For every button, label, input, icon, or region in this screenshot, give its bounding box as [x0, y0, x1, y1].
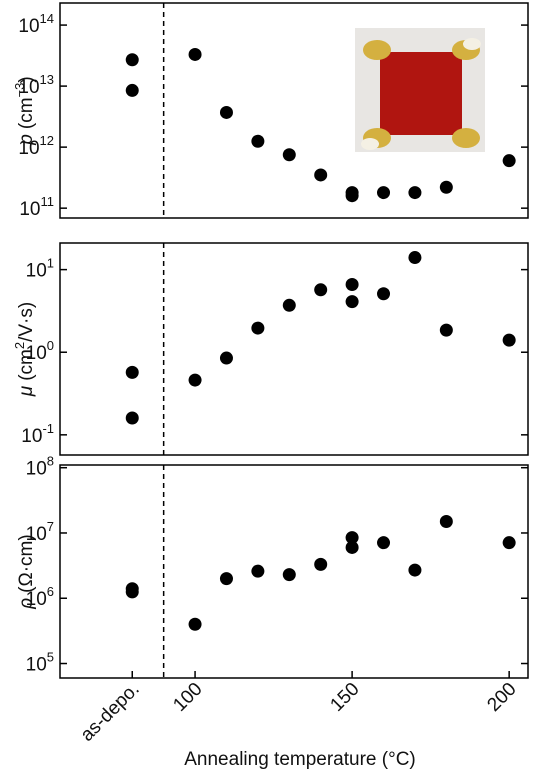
data-point — [345, 295, 359, 309]
data-point — [377, 186, 391, 200]
x-tick-label: as-depo. — [77, 679, 144, 746]
y-tick-exponent: 12 — [40, 133, 54, 148]
y-label-symbol: μ — [16, 385, 37, 397]
data-point — [439, 514, 453, 528]
data-point — [408, 186, 422, 200]
inset-photo — [355, 28, 485, 152]
y-tick-label: 107 — [26, 519, 54, 545]
data-point — [439, 323, 453, 337]
y-label-text: (cm — [16, 97, 37, 129]
y-tick-base: 10 — [26, 589, 47, 610]
y-tick-base: 10 — [18, 77, 39, 98]
y-tick-exponent: 13 — [40, 72, 54, 87]
y-tick-label: 105 — [26, 650, 54, 676]
y-tick-label: 106 — [26, 584, 54, 610]
y-tick-exponent: 5 — [47, 650, 54, 665]
y-tick-label: 101 — [26, 256, 54, 282]
data-point — [219, 105, 233, 119]
y-axis-label: p (cm−3) — [12, 76, 37, 145]
data-point — [125, 83, 139, 97]
data-point — [188, 617, 202, 631]
y-label-symbol: p — [16, 134, 37, 146]
y-tick-label: 1013 — [18, 72, 54, 98]
data-point — [251, 564, 265, 578]
data-point — [314, 168, 328, 182]
y-tick-label: 1014 — [18, 11, 54, 37]
data-point — [377, 536, 391, 550]
y-label-text: (cm — [16, 349, 37, 381]
y-label-exponent: 2 — [12, 342, 27, 349]
data-point — [188, 373, 202, 387]
plot-frame — [59, 242, 529, 456]
x-tick-label: 200 — [483, 679, 520, 716]
data-point — [282, 568, 296, 582]
y-label-end: /V·s) — [16, 302, 37, 342]
y-tick-label: 1011 — [19, 194, 54, 220]
y-tick-base: 10 — [26, 343, 47, 364]
y-tick-base: 10 — [26, 524, 47, 545]
y-tick-base: 10 — [21, 426, 42, 447]
data-point — [345, 531, 359, 545]
x-tick-label: 100 — [169, 679, 206, 716]
y-axis-label: μ (cm2/V·s) — [12, 302, 37, 397]
data-point — [345, 278, 359, 292]
y-tick-exponent: 11 — [41, 194, 55, 209]
y-label-exponent: −3 — [12, 83, 27, 98]
y-tick-exponent: 14 — [40, 11, 54, 26]
x-tick-label: 150 — [326, 679, 363, 716]
plot-frame — [59, 464, 529, 679]
data-point — [219, 572, 233, 586]
y-tick-label: 1012 — [18, 133, 54, 159]
y-tick-base: 10 — [26, 459, 47, 480]
y-tick-base: 10 — [26, 655, 47, 676]
data-point — [502, 154, 516, 168]
data-point — [251, 134, 265, 148]
data-point — [125, 365, 139, 379]
y-tick-base: 10 — [19, 199, 40, 220]
y-tick-exponent: 6 — [47, 584, 54, 599]
y-tick-base: 10 — [18, 16, 39, 37]
y-axis-label: ρ (Ω·cm) — [16, 534, 37, 609]
data-point — [502, 333, 516, 347]
data-point — [125, 53, 139, 67]
data-point — [345, 189, 359, 203]
y-label-symbol: ρ — [16, 598, 37, 610]
data-point — [125, 411, 139, 425]
data-point — [282, 298, 296, 312]
y-tick-label: 108 — [26, 454, 54, 480]
y-tick-exponent: 1 — [47, 256, 54, 271]
y-tick-exponent: -1 — [42, 421, 54, 436]
data-point — [314, 283, 328, 297]
y-tick-exponent: 8 — [47, 454, 54, 469]
data-point — [377, 287, 391, 301]
data-point — [251, 321, 265, 335]
y-tick-base: 10 — [26, 261, 47, 282]
data-point — [408, 251, 422, 265]
plot-frame — [59, 2, 529, 219]
y-label-text: (Ω·cm) — [16, 534, 37, 593]
y-tick-base: 10 — [18, 138, 39, 159]
data-point — [314, 557, 328, 571]
data-point — [125, 585, 139, 599]
data-point — [219, 351, 233, 365]
y-tick-label: 100 — [26, 338, 54, 364]
data-point — [439, 180, 453, 194]
y-tick-label: 10-1 — [21, 421, 54, 447]
y-label-end: ) — [16, 76, 37, 82]
data-point — [188, 47, 202, 61]
y-tick-exponent: 7 — [47, 519, 54, 534]
data-point — [408, 563, 422, 577]
data-point — [345, 540, 359, 554]
data-point — [502, 536, 516, 550]
y-tick-exponent: 0 — [47, 338, 54, 353]
data-point — [282, 148, 296, 162]
x-axis-label: Annealing temperature (°C) — [184, 749, 416, 770]
